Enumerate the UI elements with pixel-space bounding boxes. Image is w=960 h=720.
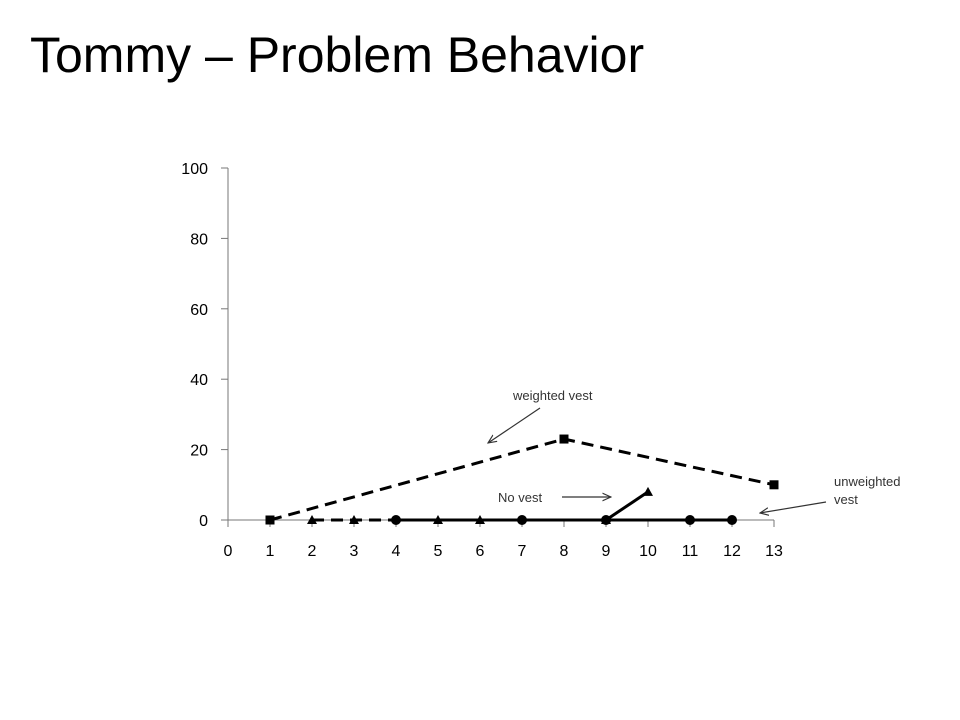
y-tick-label: 60 (190, 302, 208, 319)
data-point-triangle (601, 515, 611, 524)
y-tick-label: 0 (199, 513, 208, 530)
series-1 (265, 434, 779, 525)
chart-title: Tommy – Problem Behavior (30, 27, 645, 83)
annotation-unweighted-vest: unweighted vest (834, 474, 901, 507)
x-tick-label: 2 (308, 543, 317, 560)
data-point-circle (517, 515, 527, 525)
x-tick-label: 3 (350, 543, 359, 560)
x-tick-label: 0 (224, 543, 233, 560)
data-point-circle (727, 515, 737, 525)
x-tick-label: 6 (476, 543, 485, 560)
data-point-circle (685, 515, 695, 525)
series-line (605, 490, 649, 522)
x-tick-label: 12 (723, 543, 741, 560)
x-tick-label: 10 (639, 543, 657, 560)
data-point-square (265, 515, 275, 525)
x-tick-label: 1 (266, 543, 275, 560)
data-point-triangle (643, 486, 653, 496)
x-tick-label: 13 (765, 543, 783, 560)
x-tick-label: 5 (434, 543, 443, 560)
x-tick-label: 8 (560, 543, 569, 560)
y-tick-label: 100 (181, 161, 208, 178)
x-tick-label: 4 (392, 543, 401, 560)
x-tick-label: 9 (602, 543, 611, 560)
annotation-line: vest (834, 492, 858, 507)
chart-series (265, 434, 779, 525)
data-point-triangle (349, 515, 359, 524)
y-tick-label: 80 (190, 231, 208, 248)
y-tick-label: 20 (190, 443, 208, 460)
chart-annotations: weighted vest No vest unweighted vest (488, 388, 901, 513)
data-point-circle (391, 515, 401, 525)
series-4 (601, 486, 653, 524)
annotation-arrow (488, 407, 541, 443)
series-line (269, 437, 775, 522)
y-tick-label: 40 (190, 372, 208, 389)
annotation-line: unweighted (834, 474, 901, 489)
data-point-square (559, 434, 569, 444)
data-point-triangle (307, 515, 317, 524)
annotation-no-vest: No vest (498, 490, 542, 505)
x-tick-label: 7 (518, 543, 527, 560)
annotation-arrow (760, 501, 827, 513)
x-tick-label: 11 (682, 543, 699, 560)
data-point-square (769, 480, 779, 490)
annotation-weighted-vest: weighted vest (512, 388, 593, 403)
